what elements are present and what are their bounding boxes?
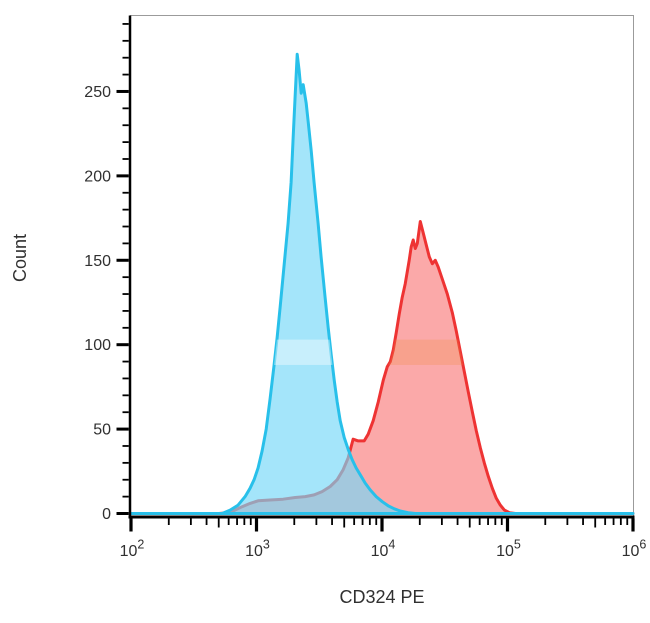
x-tick-label: 102 <box>120 538 145 561</box>
plot-area: 0 50 100 150 200 250 102 103 104 105 106 <box>84 15 647 561</box>
red-peak-highlight-band <box>131 339 633 365</box>
y-tick-label: 150 <box>84 253 111 270</box>
x-tick-label: 104 <box>371 538 396 561</box>
x-tick-label: 103 <box>245 538 270 561</box>
x-tick-label: 105 <box>496 538 521 561</box>
y-tick-label: 250 <box>84 84 111 101</box>
x-axis-title: CD324 PE <box>339 587 424 607</box>
y-axis-ticks: 0 50 100 150 200 250 <box>84 23 129 523</box>
y-axis-title: Count <box>10 234 30 282</box>
y-tick-label: 100 <box>84 337 111 354</box>
blue-peak-highlight-band <box>131 339 633 365</box>
y-tick-label: 0 <box>102 506 111 523</box>
x-tick-label: 106 <box>622 538 647 561</box>
red-peak-curve <box>129 220 635 515</box>
x-axis-ticks: 102 103 104 105 106 <box>120 518 647 561</box>
y-tick-label: 200 <box>84 168 111 185</box>
y-tick-label: 50 <box>93 422 111 439</box>
